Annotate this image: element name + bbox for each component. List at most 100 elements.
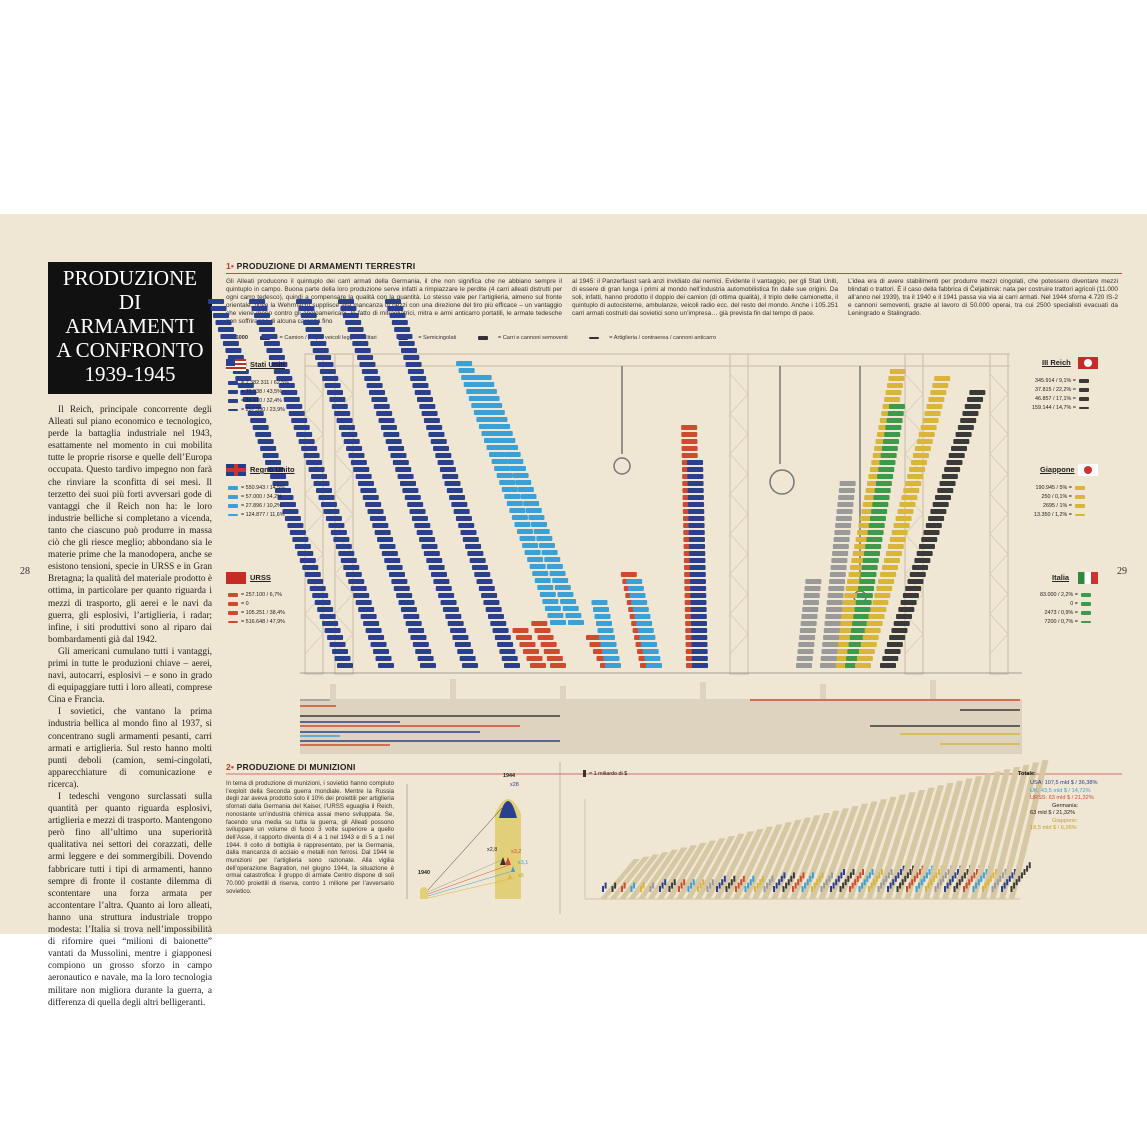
vehicle-mark (834, 642, 851, 647)
shell-mark (897, 872, 900, 879)
total-line: USA: 107,5 mld $ / 36,38% (1030, 780, 1098, 786)
vehicle-mark (540, 642, 557, 647)
vehicle-mark (329, 397, 346, 402)
vehicle-mark (323, 509, 340, 514)
vehicle-mark (842, 600, 859, 605)
vehicle-mark (875, 481, 892, 486)
vehicle-mark (889, 369, 906, 374)
shell-mark (930, 879, 933, 886)
shell-mark (994, 882, 997, 889)
truck-icon (228, 592, 238, 597)
budget-slab (600, 859, 640, 899)
vehicle-mark (435, 586, 452, 591)
vehicle-mark (468, 396, 485, 401)
vehicle-mark (864, 628, 881, 633)
shell-mark (861, 882, 864, 889)
shell-mark (839, 886, 842, 892)
budget-slab (856, 796, 897, 899)
budget-slab (657, 845, 697, 899)
shell-mark (970, 875, 973, 882)
shell-mark (951, 875, 954, 882)
country-usa: Stati Uniti (250, 360, 285, 369)
vehicle-mark (517, 487, 534, 492)
vehicle-mark (689, 565, 706, 570)
shell-mark (923, 875, 926, 882)
tank-icon (1074, 503, 1085, 508)
vehicle-mark (400, 607, 417, 612)
vehicle-mark (486, 445, 503, 450)
vehicle-mark (541, 550, 558, 555)
vehicle-mark (839, 481, 856, 486)
vehicle-mark (442, 607, 459, 612)
vehicle-mark (871, 509, 888, 514)
country-italy: Italia (1052, 573, 1070, 582)
vehicle-mark (883, 558, 900, 563)
vehicle-mark (856, 593, 873, 598)
vehicle-mark (286, 404, 303, 409)
vehicle-mark (373, 404, 390, 409)
shell-mark (652, 882, 655, 889)
vehicle-mark (855, 663, 871, 668)
budget-slab (609, 856, 650, 899)
vehicle-mark (227, 355, 244, 360)
vehicle-mark (916, 551, 933, 556)
shell-mark (911, 879, 914, 886)
vehicle-mark (821, 649, 838, 654)
vehicle-mark (225, 348, 242, 353)
vehicle-mark (907, 579, 924, 584)
vehicle-mark (512, 628, 529, 633)
vehicle-mark (282, 509, 299, 514)
shell-mark (678, 886, 680, 892)
shell-mark (887, 886, 889, 892)
vehicle-mark (217, 327, 234, 332)
vehicle-mark (884, 432, 901, 437)
vehicle-mark (343, 439, 360, 444)
budget-column (742, 824, 783, 899)
shell-mark (709, 882, 712, 889)
cannon-icon (228, 620, 238, 623)
vehicle-mark (266, 348, 283, 353)
budget-slab (999, 762, 1039, 899)
vehicle-mark (303, 453, 320, 458)
cannon-icon (589, 336, 600, 339)
vehicle-mark (364, 376, 381, 381)
vehicle-mark (689, 572, 706, 577)
vehicle-mark (883, 439, 900, 444)
budget-slab (904, 785, 944, 899)
budget-slab (885, 790, 925, 899)
budget-slab (951, 773, 992, 899)
vehicle-mark (845, 586, 862, 591)
section2-heading: 2• PRODUZIONE DI MUNIZIONI (226, 762, 356, 772)
vehicle-mark (237, 383, 254, 388)
shell-mark (718, 882, 721, 889)
intro-paragraph: Il Reich, principale concorrente degli A… (48, 405, 212, 645)
vehicle-mark (891, 628, 908, 633)
country-reich: III Reich (1042, 358, 1071, 367)
vehicle-mark (308, 467, 325, 472)
vehicle-mark (690, 593, 707, 598)
vehicle-mark (337, 663, 353, 668)
shell-mark (837, 875, 840, 882)
vehicle-mark (289, 530, 306, 535)
vehicle-mark (796, 663, 812, 668)
vehicle-mark (839, 614, 856, 619)
vehicle-column (384, 299, 520, 668)
vehicle-mark (967, 397, 984, 402)
vehicle-mark (689, 579, 706, 584)
vehicle-mark (527, 557, 544, 562)
shell-mark (820, 886, 823, 892)
vehicle-mark (852, 621, 869, 626)
vehicle-mark (327, 390, 344, 395)
vehicle-column (296, 299, 436, 668)
vehicle-mark (215, 320, 232, 325)
japan-flag-icon (1078, 464, 1098, 476)
section1-col3: L’idea era di avere stabilimenti per pro… (848, 278, 1118, 317)
vehicle-mark (210, 306, 227, 311)
vehicle-mark (515, 480, 532, 485)
budget-column (609, 856, 650, 899)
vehicle-mark (866, 537, 883, 542)
budget-column (704, 833, 745, 899)
vehicle-mark (255, 432, 272, 437)
vehicle-mark (273, 369, 290, 374)
vehicle-mark (258, 327, 275, 332)
